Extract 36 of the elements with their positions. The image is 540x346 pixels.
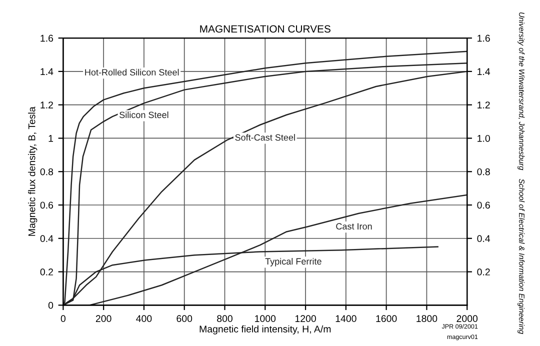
y-tick-label: 1 (48, 135, 53, 142)
series-label: Soft-Cast Steel (235, 134, 295, 141)
y-tick-label: 0.4 (40, 235, 54, 242)
y-tick-label: 0 (48, 302, 54, 309)
y2-tick-label: 1.0 (478, 134, 490, 142)
x-tick-label: 1000 (255, 315, 276, 322)
y-axis-title: Magnetic flux density, B, Tesla (28, 106, 38, 236)
x-tick-label: 1800 (416, 315, 438, 322)
y-tick-label: 1.4 (40, 68, 54, 75)
series-label: Hot-Rolled Silicon Steel (85, 68, 179, 76)
x-axis-title: Magnetic field intensity, H, A/m (200, 325, 331, 334)
y2-tick-label: 0.6 (477, 202, 490, 209)
x-tick-label: 2000 (456, 315, 478, 322)
x-tick-label: 400 (136, 315, 152, 322)
y2-tick-label: 0.4 (477, 235, 490, 242)
y2-tick-label: 1.2 (478, 102, 490, 108)
y-tick-label: 0.2 (40, 268, 53, 276)
chart-title: MAGNETISATION CURVES (200, 25, 330, 33)
y-tick-label: 0.6 (40, 202, 54, 209)
y2-tick-label: 1.6 (478, 34, 490, 42)
x-tick-label: 1400 (336, 315, 356, 322)
series-label: Silicon Steel (120, 111, 168, 118)
y-tick-label: 1.2 (40, 102, 53, 108)
y-tick-label: 0.8 (40, 168, 54, 176)
series-label: Typical Ferrite (265, 258, 322, 266)
x-tick-label: 1600 (376, 315, 397, 322)
x-tick-label: 600 (176, 315, 192, 322)
x-tick-label: 1200 (295, 315, 316, 322)
y2-tick-label: 0.2 (477, 268, 490, 276)
y-tick-label: 1.6 (40, 34, 54, 42)
x-tick-label: 800 (217, 315, 232, 322)
x-tick-label: 200 (96, 315, 112, 322)
series-label: Cast Iron (336, 223, 372, 230)
x-tick-label: 0 (60, 315, 66, 322)
y2-tick-label: 0.8 (477, 168, 490, 176)
y2-tick-label: 1.4 (478, 68, 490, 75)
